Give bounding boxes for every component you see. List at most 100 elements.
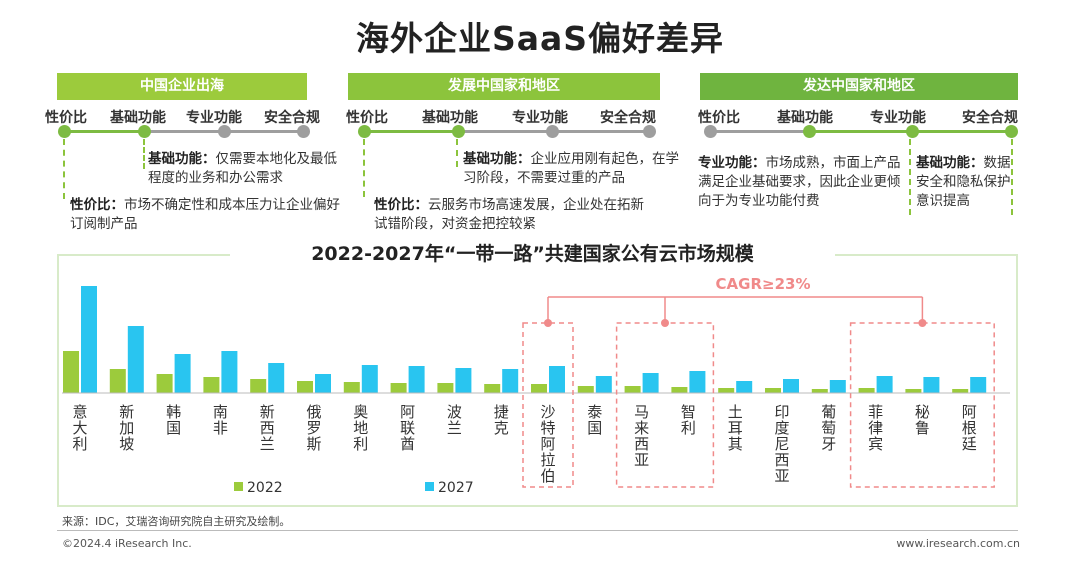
- bar-2022: [811, 389, 828, 393]
- highlight-box: [522, 322, 574, 488]
- category-label: 伯: [540, 467, 555, 485]
- category-label: 西: [260, 419, 275, 437]
- category-label: 罗: [306, 419, 321, 437]
- page-title: 海外企业SaaS偏好差异: [355, 19, 725, 58]
- category-label: 新: [119, 403, 134, 421]
- category-label: 西: [634, 435, 649, 453]
- connector-6: [1011, 139, 1013, 215]
- bar-2027: [595, 376, 612, 393]
- legend-swatch-2027: [425, 482, 434, 491]
- bar-2022: [343, 382, 360, 393]
- category-label: 南: [213, 403, 228, 421]
- category-label: 萄: [821, 419, 836, 437]
- category-label: 菲: [868, 403, 883, 421]
- category-label: 加: [119, 419, 134, 437]
- bar-2027: [361, 365, 378, 393]
- bar-2022: [437, 383, 454, 393]
- bar-2027: [783, 379, 799, 393]
- scale3-label-security: 安全合规: [962, 110, 1018, 126]
- bar-2022: [905, 389, 922, 393]
- bar-2027: [876, 376, 893, 393]
- cagr-label-bg: [712, 273, 814, 295]
- bar-2022: [765, 388, 781, 393]
- scale2-label-pro: 专业功能: [512, 110, 568, 126]
- category-label: 秘: [915, 403, 930, 421]
- category-label: 西: [774, 451, 789, 469]
- category-label: 利: [681, 419, 696, 437]
- band-china-overseas: 中国企业出海: [57, 73, 307, 100]
- scale1-label-basic: 基础功能: [110, 110, 166, 126]
- scale2-dot-security: [643, 125, 656, 138]
- highlight-box: [849, 322, 995, 488]
- scale1-dot-basic: [138, 125, 151, 138]
- note-developing-value: 性价比：云服务市场高速发展，企业处在拓新试错阶段，对资金把控较紧: [374, 197, 644, 232]
- source-note: 来源：IDC，艾瑞咨询研究院自主研究及绘制。: [62, 515, 291, 528]
- category-label: 尼: [774, 435, 789, 453]
- category-label: 俄: [306, 403, 321, 421]
- cagr-dot: [661, 319, 669, 327]
- scale2-dot-pro: [546, 125, 559, 138]
- category-label: 奥: [353, 403, 368, 421]
- bar-2027: [81, 286, 97, 393]
- category-label: 大: [72, 419, 87, 437]
- bar-2022: [63, 351, 79, 393]
- note-china-basic: 基础功能：仅需要本地化及最低程度的业务和办公需求: [148, 151, 337, 186]
- category-label: 律: [868, 419, 883, 437]
- category-label: 马: [634, 403, 649, 421]
- bar-2027: [455, 368, 472, 393]
- category-label: 利: [72, 435, 87, 453]
- chart-title: 2022-2027年“一带一路”共建国家公有云市场规模: [230, 240, 835, 268]
- category-label: 兰: [260, 435, 275, 453]
- bar-2022: [624, 386, 641, 393]
- category-label: 其: [728, 435, 743, 453]
- bar-2027: [221, 351, 238, 393]
- category-label: 坡: [119, 435, 134, 453]
- category-label: 亚: [774, 467, 789, 485]
- bar-2022: [484, 384, 501, 393]
- connector-5: [909, 139, 911, 215]
- bar-2022: [671, 387, 688, 393]
- legend-swatch-2022: [234, 482, 243, 491]
- category-label: 斯: [306, 435, 321, 453]
- category-label: 印: [774, 403, 789, 421]
- scale3-label-value: 性价比: [698, 110, 740, 126]
- category-label: 兰: [447, 419, 462, 437]
- bar-2022: [156, 374, 173, 393]
- category-label: 新: [260, 403, 275, 421]
- scale1-label-security: 安全合规: [264, 110, 320, 126]
- category-label: 阿: [400, 403, 415, 421]
- category-label: 沙: [540, 403, 555, 421]
- category-label: 非: [213, 419, 228, 437]
- highlight-box: [615, 322, 715, 488]
- scale2-label-security: 安全合规: [600, 110, 656, 126]
- note-developing-basic: 基础功能：企业应用刚有起色，在学习阶段，不需要过重的产品: [463, 151, 679, 186]
- category-label: 阿: [962, 403, 977, 421]
- bar-2027: [642, 373, 659, 393]
- category-label: 特: [540, 419, 555, 437]
- bar-2027: [408, 366, 425, 393]
- category-label: 酋: [400, 435, 415, 453]
- category-label: 国: [587, 419, 602, 437]
- bar-2027: [829, 380, 846, 393]
- bar-2022: [250, 379, 267, 393]
- note-developed-pro: 专业功能：市场成熟，市面上产品满足企业基础要求，因此企业更倾向于为专业功能付费: [698, 155, 901, 209]
- category-label: 阿: [540, 435, 555, 453]
- note-china-value: 性价比：市场不确定性和成本压力让企业偏好订阅制产品: [70, 197, 340, 232]
- band-developed: 发达中国家和地区: [700, 73, 1018, 100]
- category-label: 亚: [634, 451, 649, 469]
- bar-2027: [923, 377, 940, 393]
- note-developed-basic: 基础功能：数据安全和隐私保护意识提高: [916, 155, 1011, 209]
- bar-2022: [390, 383, 407, 393]
- category-label: 牙: [821, 435, 836, 453]
- bar-2027: [970, 377, 987, 393]
- category-label: 泰: [587, 403, 602, 421]
- category-label: 耳: [728, 419, 743, 437]
- category-label: 智: [681, 403, 696, 421]
- bar-2022: [531, 384, 547, 393]
- bar-2027: [127, 326, 144, 393]
- scale1-label-value: 性价比: [45, 110, 87, 126]
- category-label: 度: [774, 419, 789, 437]
- bar-2027: [549, 366, 565, 393]
- category-label: 土: [728, 403, 743, 421]
- scale2-dot-basic: [452, 125, 465, 138]
